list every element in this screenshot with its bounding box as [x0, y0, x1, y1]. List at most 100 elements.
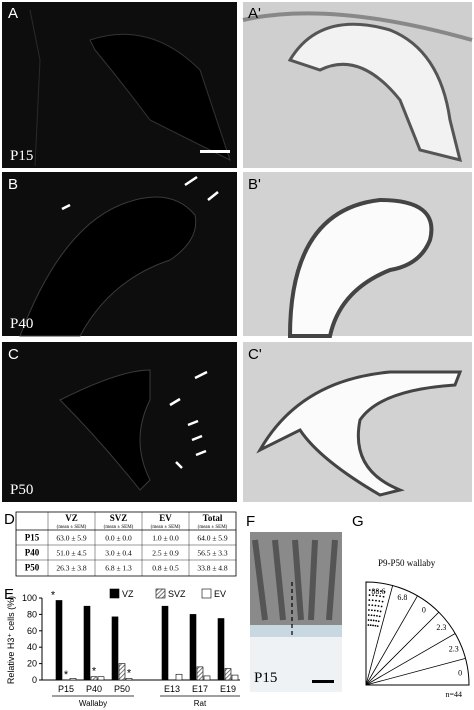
cell-dot: [374, 604, 377, 607]
sector-value: 2.3: [449, 645, 459, 654]
bar: [97, 676, 105, 681]
panel-a: A P15: [2, 2, 237, 168]
cell-dot: [375, 594, 378, 597]
cell-dot: [372, 624, 374, 627]
cell-dot: [377, 620, 380, 623]
table-cell: 3.0 ± 0.4: [105, 549, 132, 558]
y-tick-label: 40: [27, 642, 37, 652]
x-tick-label: E13: [164, 684, 180, 694]
cell-dot: [375, 619, 378, 622]
row-header: P50: [25, 563, 40, 573]
row-header: P15: [25, 533, 40, 543]
bar: [189, 614, 197, 681]
panel-label: A: [8, 5, 18, 22]
legend-swatch: [109, 588, 120, 599]
age-label: P40: [10, 316, 33, 332]
panel-a-prime: A': [242, 2, 473, 168]
y-axis-label: Relative H3⁺ cells (%): [6, 596, 16, 684]
cell-dot: [381, 600, 384, 603]
panel-c-prime: C': [243, 342, 472, 502]
row-header: P40: [25, 548, 40, 558]
cell-dot: [367, 619, 370, 621]
cell-dot: [371, 604, 374, 607]
cell-dot: [369, 624, 372, 627]
significance-marker: *: [127, 667, 132, 679]
sector-line: [365, 633, 456, 686]
sector-line: [365, 611, 440, 686]
cell-dot: [376, 610, 379, 612]
sector-line: [365, 585, 394, 686]
age-label: P50: [10, 482, 33, 498]
legend-label: VZ: [122, 589, 134, 599]
panel-b-prime: B': [243, 172, 472, 338]
n-label: n=44: [445, 690, 462, 699]
table-cell: 64.0 ± 5.9: [197, 534, 228, 543]
cell-dot: [368, 604, 371, 606]
table-cell: 0.0 ± 0.0: [105, 534, 132, 543]
table-cell: 56.5 ± 3.3: [197, 549, 228, 558]
sector-value: 0: [458, 669, 462, 678]
bar: [111, 616, 119, 681]
y-tick-label: 60: [27, 626, 37, 636]
legend-swatch: [155, 588, 166, 599]
cell-dot: [367, 624, 370, 626]
y-tick-label: 20: [27, 659, 37, 669]
sector-value: 6.8: [397, 593, 407, 602]
column-subheader: (mean ± SEM): [151, 525, 181, 530]
bar: [175, 673, 183, 681]
cell-dot: [372, 594, 374, 597]
cell-dot: [375, 599, 377, 602]
cell-dot: [370, 609, 373, 612]
column-header: Total: [203, 513, 223, 523]
panel-label: A': [248, 5, 261, 22]
age-label: P15: [10, 148, 33, 164]
bar: [118, 663, 126, 681]
sector-value: 0: [422, 606, 426, 615]
panel-label: B': [248, 176, 261, 193]
column-subheader: (mean ± SEM): [198, 525, 228, 530]
cell-dot: [379, 590, 382, 593]
y-tick-label: 0: [32, 675, 37, 685]
cell-dot: [378, 600, 381, 602]
cell-dot: [368, 594, 371, 596]
x-tick-label: P40: [86, 684, 102, 694]
x-tick-label: E19: [220, 684, 236, 694]
table-cell: 0.8 ± 0.5: [152, 564, 179, 573]
group-label: Wallaby: [79, 699, 107, 708]
table-cell: 63.0 ± 5.9: [56, 534, 87, 543]
bar: [55, 600, 63, 681]
cell-dot: [370, 614, 373, 617]
panel-label: E: [4, 586, 14, 603]
chart-title: P9-P50 wallaby: [378, 558, 436, 568]
bar: [69, 678, 77, 681]
bar: [231, 674, 239, 681]
cell-dot: [374, 624, 377, 627]
cell-dot: [376, 589, 379, 592]
significance-marker: *: [51, 589, 56, 601]
cell-dot: [372, 589, 375, 592]
cell-dot: [376, 625, 379, 628]
polar-chart: G P9-P50 wallaby n=44 88.6 6.8 0 2.3 2.3 0: [352, 513, 470, 699]
table-border: [15, 511, 237, 577]
cell-dot: [379, 595, 381, 598]
panel-f: F P15: [246, 513, 342, 692]
y-tick-label: 100: [22, 593, 37, 603]
x-tick-label: P15: [58, 684, 74, 694]
cell-dot: [370, 619, 372, 622]
cell-dot: [378, 615, 381, 618]
column-subheader: (mean ± SEM): [104, 525, 134, 530]
bar: [90, 676, 98, 681]
cell-dot: [368, 599, 371, 601]
bar: [203, 675, 211, 681]
x-tick-label: E17: [192, 684, 208, 694]
cell-dot: [382, 595, 385, 598]
column-subheader: (mean ± SEM): [57, 525, 87, 530]
column-header: SVZ: [110, 513, 128, 523]
bar: [224, 668, 232, 681]
table-cell: 51.0 ± 4.5: [56, 549, 87, 558]
column-header: VZ: [65, 513, 78, 523]
group-label: Rat: [194, 699, 207, 708]
legend-label: EV: [214, 589, 226, 599]
